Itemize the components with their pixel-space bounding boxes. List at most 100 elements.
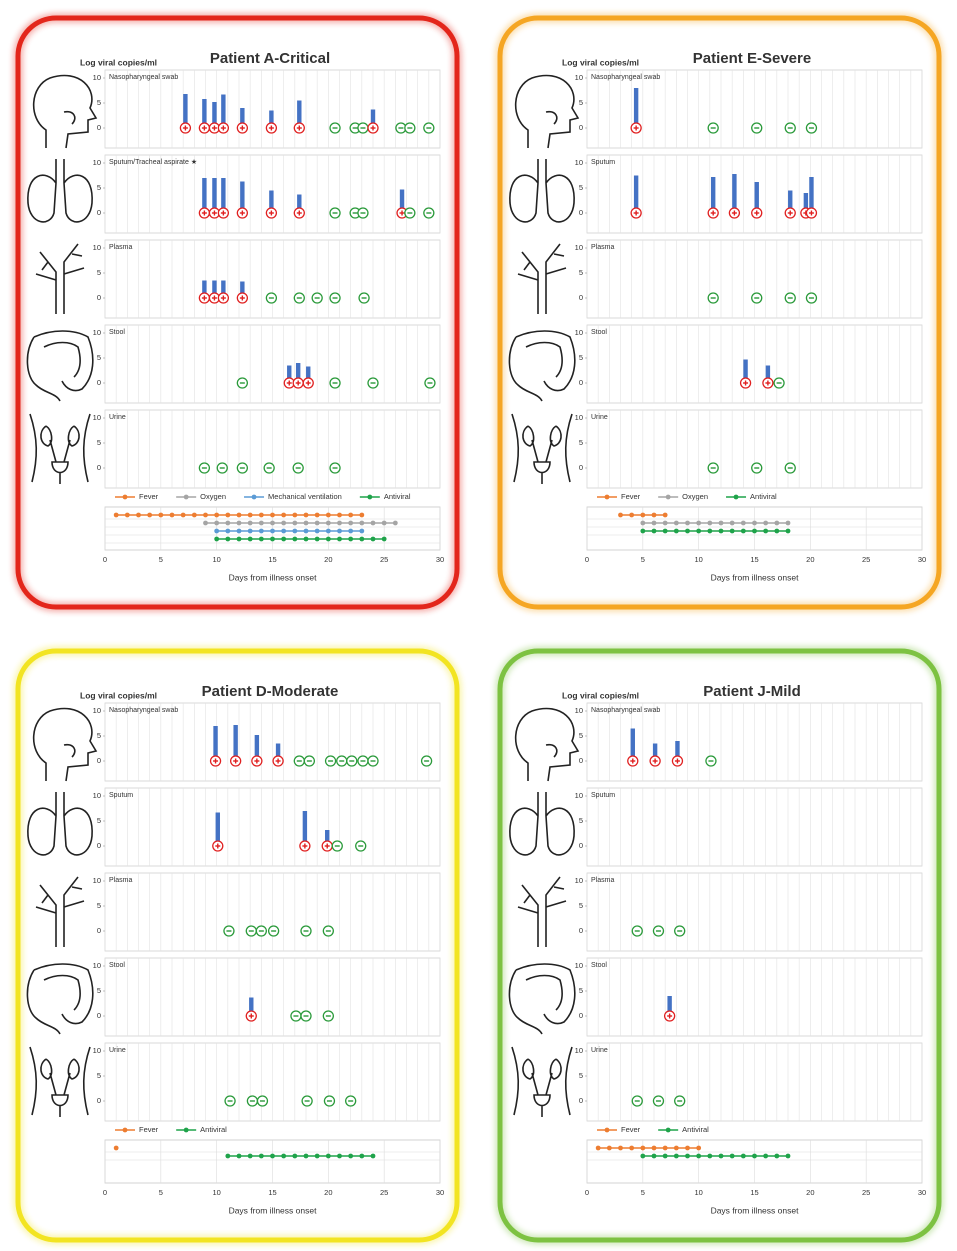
panel-border [15, 15, 460, 610]
y-axis-title: Log viral copies/ml [80, 690, 157, 700]
lungs-icon [509, 792, 575, 856]
timeline-dot [136, 512, 141, 518]
y-tick-label: 10 [575, 243, 583, 252]
legend-dot [183, 1127, 189, 1133]
legend-dot [665, 1127, 671, 1133]
y-tick-label: 10 [93, 706, 101, 715]
x-tick-label: 10 [694, 1188, 702, 1197]
x-tick-label: 30 [436, 1188, 444, 1197]
vessel-icon [517, 243, 567, 314]
timeline-dot [292, 536, 298, 542]
y-tick-label: 5 [97, 1071, 101, 1080]
x-tick-label: 10 [212, 555, 220, 564]
timeline-dot [191, 512, 197, 518]
timeline-dot [325, 536, 331, 542]
timeline-dot [270, 528, 275, 534]
timeline-dot [618, 512, 623, 518]
timeline-dot [707, 520, 713, 526]
viral-load-bar [249, 997, 254, 1016]
timeline-dot [247, 1153, 253, 1159]
timeline-dot [214, 512, 220, 518]
timeline-dot [225, 512, 231, 518]
timeline-dot [203, 512, 208, 518]
x-tick-label: 20 [324, 555, 332, 564]
timeline-dot [325, 528, 331, 534]
urinary-icon [511, 413, 573, 484]
viral-load-bar [370, 109, 376, 128]
y-tick-label: 10 [575, 73, 583, 82]
x-tick-label: 15 [750, 1188, 758, 1197]
timeline-dot [124, 512, 130, 518]
timeline-dot [270, 536, 275, 542]
specimen-label: Plasma [591, 244, 614, 251]
timeline-dot [236, 512, 242, 518]
y-tick-label: 10 [93, 243, 101, 252]
timeline-dot [718, 528, 724, 534]
panel: Patient D-Moderate Log viral copies/ml 0 5 1… [13, 646, 462, 1245]
viral-load-bar [212, 178, 217, 213]
viral-load-bar [803, 193, 809, 213]
intestine-icon [508, 963, 576, 1035]
timeline-dot [169, 512, 175, 518]
timeline-dot [147, 512, 153, 518]
timeline-dot [685, 528, 690, 534]
legend-label: Antiviral [750, 492, 777, 501]
x-tick-label: 20 [806, 555, 814, 564]
timeline-dot [629, 1145, 635, 1151]
specimen-label: Urine [591, 1047, 608, 1054]
head-icon [514, 707, 580, 782]
y-tick-label: 10 [575, 791, 583, 800]
viral-load-bar [633, 88, 639, 128]
specimen-label: Nasopharyngeal swab [109, 707, 178, 714]
timeline-dot [785, 1153, 791, 1159]
timeline-dot [673, 1145, 679, 1151]
timeline-dot [729, 528, 735, 534]
viral-load-bar [183, 94, 188, 128]
timeline-dot [370, 536, 376, 542]
vessel-icon [35, 243, 85, 314]
legend-dot [183, 494, 189, 500]
timeline-dot [314, 1153, 320, 1159]
x-tick-label: 30 [918, 1188, 926, 1197]
timeline-dot [303, 536, 309, 542]
y-tick-label: 5 [97, 816, 101, 825]
x-tick-label: 5 [159, 1188, 163, 1197]
timeline-dot [270, 520, 275, 526]
specimen-label: Nasopharyngeal swab [591, 707, 660, 714]
timeline-dot [640, 1145, 646, 1151]
viral-load-bar [221, 94, 226, 128]
y-tick-label: 10 [575, 961, 583, 970]
timeline-dot [752, 528, 757, 534]
x-tick-label: 5 [159, 555, 163, 564]
timeline-dot [359, 536, 365, 542]
timeline-dot [718, 520, 724, 526]
timeline-dot [348, 536, 354, 542]
y-axis-title: Log viral copies/ml [562, 690, 639, 700]
panel: Patient A-Critical Log viral copies/ml 0 5 1… [13, 13, 462, 612]
timeline-dot [370, 1153, 376, 1159]
timeline-dot [303, 512, 309, 518]
timeline-dot [359, 512, 365, 518]
timeline-dot [785, 520, 791, 526]
timeline-dot [718, 1153, 724, 1159]
specimen-label: Nasopharyngeal swab [591, 74, 660, 81]
viral-load-bar [809, 177, 814, 213]
y-tick-label: 10 [93, 158, 101, 167]
y-tick-label: 0 [579, 1096, 583, 1105]
panel-title: Patient D-Moderate [202, 683, 339, 700]
viral-load-bar [202, 280, 207, 298]
y-tick-label: 0 [579, 208, 583, 217]
timeline-dot [752, 520, 757, 526]
timeline-dot [337, 1153, 342, 1159]
y-tick-label: 0 [97, 1011, 101, 1020]
x-tick-label: 0 [585, 1188, 589, 1197]
timeline-dot [662, 520, 668, 526]
timeline-dot [236, 1153, 242, 1159]
timeline-dot [303, 528, 309, 534]
timeline-dot [651, 520, 657, 526]
x-axis-title: Days from illness onset [711, 572, 800, 582]
timeline-dot [785, 528, 791, 534]
legend-label: Mechanical ventilation [268, 492, 342, 501]
y-tick-label: 5 [97, 901, 101, 910]
